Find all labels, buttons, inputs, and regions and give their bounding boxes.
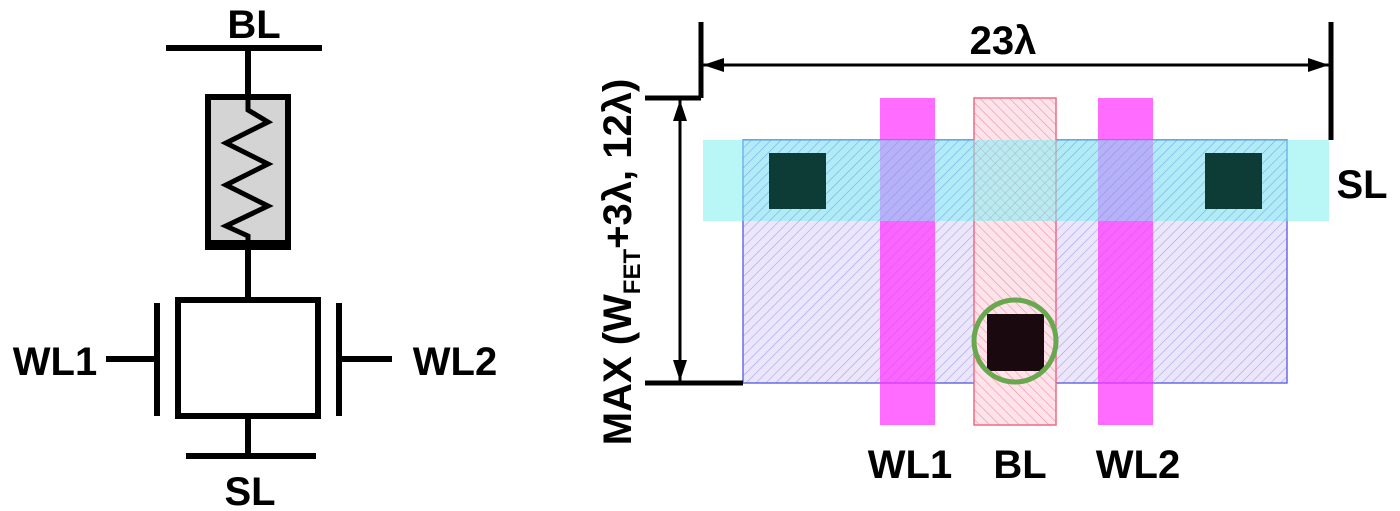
width-dimension [698, 22, 1334, 140]
height-label-prefix: MAX (W [596, 294, 640, 445]
schematic-wl2-label: WL2 [413, 340, 497, 384]
layout-wl2-label: WL2 [1096, 443, 1180, 487]
layout-sl-label: SL [1336, 163, 1387, 207]
resistor-element [205, 94, 291, 250]
sl-contact-left [769, 153, 826, 209]
layout-bl-label: BL [993, 443, 1046, 487]
resistor-zigzag [220, 97, 274, 247]
dual-gate-transistor [106, 297, 392, 419]
height-label-suffix: +3λ, 12λ) [596, 79, 640, 249]
width-dimension-label: 23λ [970, 19, 1037, 63]
sl-contact-right [1205, 153, 1262, 209]
schematic-bl-label: BL [227, 3, 280, 47]
schematic-sl-label: SL [224, 470, 275, 511]
height-dimension-label: MAX (WFET+3λ, 12λ) [596, 79, 646, 446]
height-label-subscript: FET [619, 249, 646, 295]
cell-schematic: BL WL1 WL2 SL [13, 3, 497, 511]
bl-contact [987, 314, 1044, 371]
cell-layout: 23λ MAX (WFET+3λ, 12λ) SL WL1 BL WL2 [596, 19, 1388, 487]
layout-wl1-label: WL1 [868, 443, 952, 487]
bl-via-ring [971, 297, 1059, 385]
height-dimension [645, 95, 743, 386]
schematic-wl1-label: WL1 [13, 340, 97, 384]
